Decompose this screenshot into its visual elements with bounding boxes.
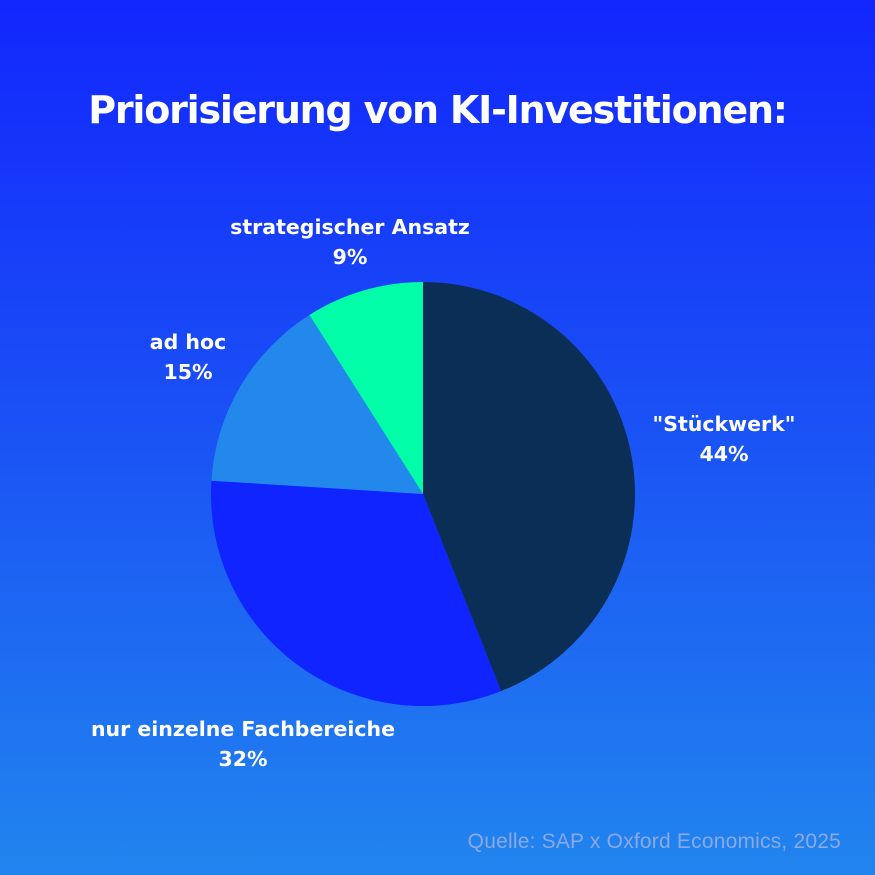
label-value: 32% xyxy=(218,747,268,771)
label-value: 9% xyxy=(332,245,368,269)
label-value: 15% xyxy=(163,360,213,384)
label-ad-hoc: ad hoc 15% xyxy=(150,327,226,387)
pie-slice-1 xyxy=(423,282,636,692)
label-name: ad hoc xyxy=(149,330,227,354)
pie-slice-2 xyxy=(210,480,502,706)
source-note: Quelle: SAP x Oxford Economics, 2025 xyxy=(467,830,841,853)
label-name: "Stückwerk" xyxy=(652,412,796,436)
pie-slice-3 xyxy=(211,315,423,494)
chart-title: Priorisierung von KI-Investitionen: xyxy=(88,88,788,132)
label-strategischer-ansatz: strategischer Ansatz 9% xyxy=(230,212,470,272)
label-stueckwerk: "Stückwerk" 44% xyxy=(653,409,796,469)
label-value: 44% xyxy=(699,442,749,466)
label-name: nur einzelne Fachbereiche xyxy=(90,717,396,741)
label-fachbereiche: nur einzelne Fachbereiche 32% xyxy=(91,714,395,774)
label-name: strategischer Ansatz xyxy=(230,215,470,239)
pie-slice-4 xyxy=(309,282,423,494)
